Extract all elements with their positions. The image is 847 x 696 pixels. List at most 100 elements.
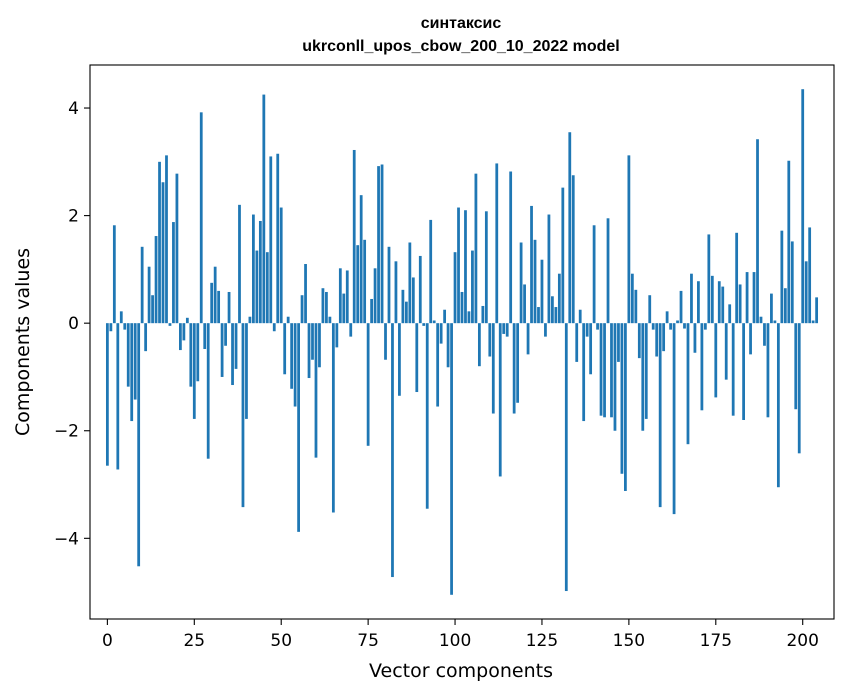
bar-129 (554, 307, 558, 324)
bar-162 (669, 323, 672, 330)
bar-33 (220, 323, 224, 377)
bar-23 (185, 317, 189, 324)
bar-133 (568, 132, 572, 324)
bar-158 (655, 323, 659, 357)
bar-124 (537, 307, 540, 324)
bar-102 (460, 291, 464, 324)
bar-160 (662, 323, 666, 352)
bar-79 (380, 164, 384, 324)
bar-18 (168, 323, 172, 326)
bar-87 (408, 242, 412, 324)
bar-191 (770, 293, 773, 324)
bar-81 (387, 246, 391, 324)
bar-21 (179, 323, 182, 351)
bar-149 (624, 323, 627, 491)
bar-46 (265, 252, 269, 324)
bar-170 (697, 281, 700, 324)
bar-177 (721, 286, 725, 324)
x-tick-label: 150 (613, 631, 645, 651)
bar-95 (436, 323, 440, 407)
bar-66 (335, 323, 339, 348)
x-axis-ticks: 0 25 50 75 100 125 150 175 200 (102, 619, 819, 651)
bar-12 (147, 266, 151, 324)
bar-75 (366, 323, 370, 446)
bar-179 (728, 304, 732, 324)
bar-154 (641, 323, 645, 431)
bar-100 (453, 252, 457, 324)
bar-45 (262, 94, 266, 324)
bar-104 (467, 311, 471, 324)
bar-27 (199, 112, 203, 324)
chart-title-line-1: синтаксис (421, 15, 502, 32)
bar-69 (345, 270, 349, 324)
bar-120 (523, 284, 526, 324)
bar-142 (599, 323, 603, 416)
bar-203 (811, 320, 815, 324)
bar-108 (481, 305, 485, 324)
bar-109 (484, 211, 488, 324)
bar-11 (144, 323, 148, 352)
bar-105 (471, 250, 474, 324)
bar-61 (318, 323, 321, 368)
bar-123 (533, 239, 537, 324)
bar-42 (252, 214, 255, 324)
bar-135 (575, 323, 579, 362)
bar-113 (498, 323, 502, 477)
x-tick-label: 50 (270, 631, 292, 651)
bar-128 (551, 296, 554, 324)
bar-106 (474, 173, 478, 324)
bar-13 (151, 295, 154, 324)
bar-201 (804, 261, 808, 324)
bar-85 (401, 289, 405, 324)
bar-32 (217, 290, 221, 324)
bar-63 (325, 291, 328, 324)
bar-137 (582, 323, 586, 422)
bar-153 (637, 323, 641, 359)
bar-16 (161, 182, 165, 324)
bar-193 (776, 323, 780, 488)
bar-86 (404, 301, 408, 324)
bar-55 (297, 323, 300, 532)
bar-0 (105, 323, 109, 466)
bar-65 (331, 323, 335, 513)
bar-204 (815, 297, 819, 324)
bar-91 (422, 323, 426, 326)
bar-43 (255, 250, 259, 324)
bar-121 (526, 323, 530, 355)
bar-44 (258, 220, 262, 324)
bar-112 (495, 163, 499, 324)
bar-139 (589, 323, 593, 375)
bar-103 (464, 210, 467, 324)
bar-92 (425, 323, 429, 509)
bar-141 (596, 323, 599, 330)
bar-80 (384, 323, 387, 360)
bar-111 (491, 323, 495, 414)
x-tick-label: 25 (183, 631, 205, 651)
bar-131 (561, 187, 565, 324)
bar-132 (564, 323, 568, 592)
bar-52 (286, 316, 290, 324)
bar-185 (749, 323, 752, 355)
bar-74 (363, 239, 367, 324)
bars-group (105, 89, 819, 595)
bar-19 (172, 222, 175, 324)
bar-127 (547, 214, 551, 324)
x-tick-label: 100 (439, 631, 471, 651)
bar-7 (130, 323, 134, 422)
bar-145 (610, 323, 613, 418)
y-tick-label: 2 (68, 207, 79, 227)
bar-47 (269, 156, 273, 324)
y-tick-label: 4 (68, 99, 79, 119)
bar-101 (457, 207, 460, 324)
y-tick-label: 0 (68, 314, 79, 334)
bar-2 (112, 225, 116, 324)
bar-126 (544, 323, 547, 337)
bar-60 (314, 323, 318, 458)
bar-157 (651, 323, 655, 330)
bar-76 (370, 298, 373, 324)
bar-156 (648, 295, 652, 324)
x-tick-label: 125 (526, 631, 558, 651)
bar-96 (439, 323, 443, 344)
bar-175 (714, 323, 718, 398)
bar-114 (502, 323, 506, 334)
